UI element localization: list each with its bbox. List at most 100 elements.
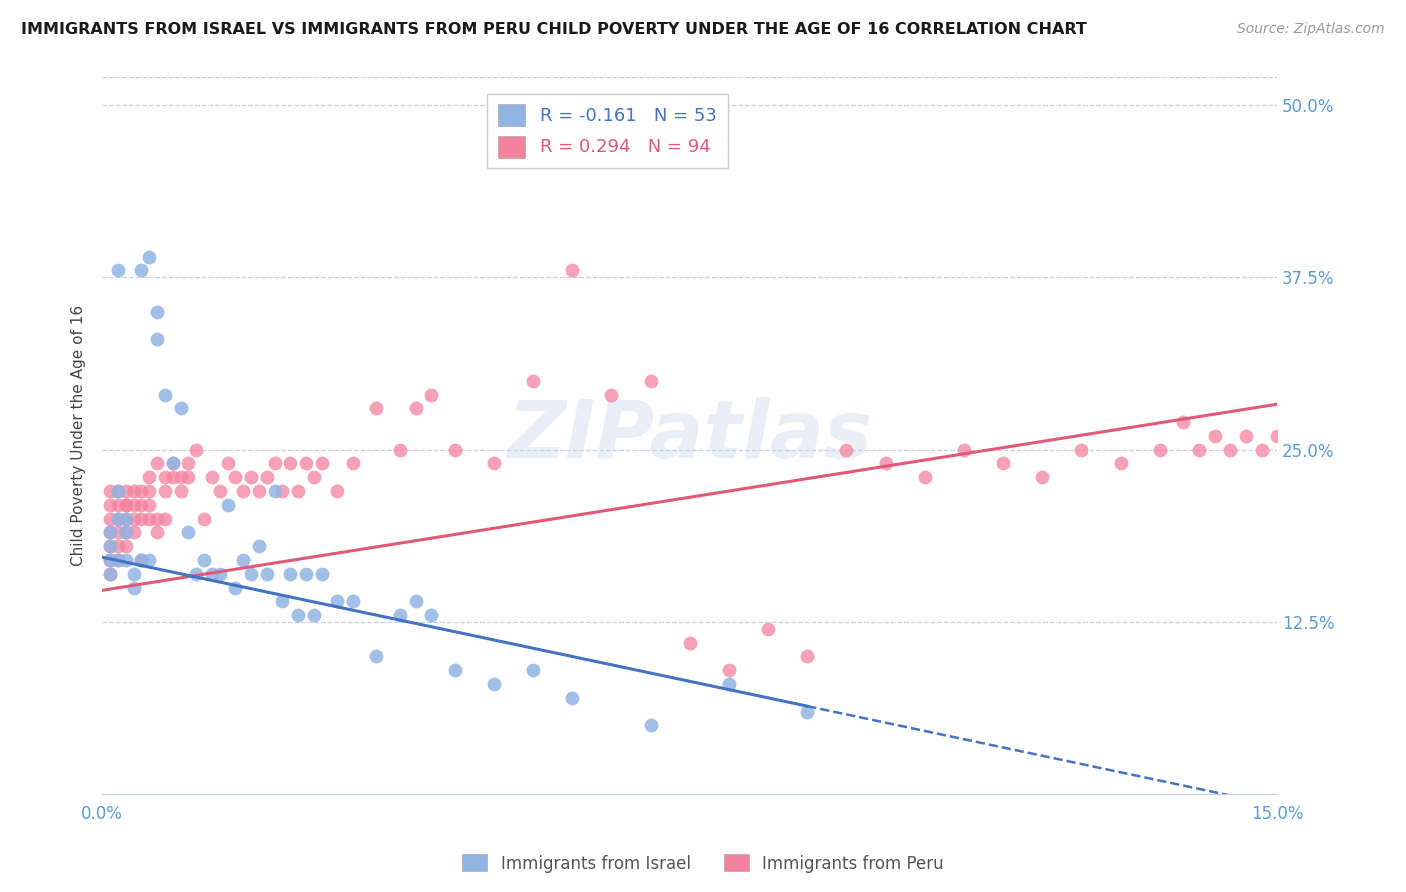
Point <box>98 484 121 499</box>
Point <box>122 511 145 525</box>
Y-axis label: Child Poverty Under the Age of 16: Child Poverty Under the Age of 16 <box>72 305 86 566</box>
Point <box>271 594 294 608</box>
Point <box>679 636 702 650</box>
Point <box>1234 429 1257 443</box>
Point <box>247 539 270 553</box>
Point <box>201 566 224 581</box>
Point <box>263 457 285 471</box>
Point <box>366 649 388 664</box>
Point <box>405 401 427 416</box>
Point <box>640 718 662 732</box>
Point <box>162 457 184 471</box>
Point <box>98 539 121 553</box>
Point <box>138 498 160 512</box>
Point <box>107 484 129 499</box>
Point <box>295 566 318 581</box>
Point <box>131 484 153 499</box>
Point <box>122 581 145 595</box>
Point <box>107 553 129 567</box>
Legend: Immigrants from Israel, Immigrants from Peru: Immigrants from Israel, Immigrants from … <box>456 847 950 880</box>
Point <box>138 484 160 499</box>
Point <box>122 498 145 512</box>
Point <box>522 374 544 388</box>
Point <box>217 498 239 512</box>
Point <box>1250 442 1272 457</box>
Point <box>114 525 136 540</box>
Point <box>1274 415 1296 429</box>
Point <box>131 263 153 277</box>
Point <box>98 511 121 525</box>
Point <box>98 553 121 567</box>
Point <box>114 498 136 512</box>
Point <box>162 457 184 471</box>
Point <box>107 525 129 540</box>
Point <box>107 511 129 525</box>
Point <box>146 457 169 471</box>
Point <box>1070 442 1092 457</box>
Point <box>146 525 169 540</box>
Point <box>114 511 136 525</box>
Point <box>443 663 465 677</box>
Point <box>1031 470 1053 484</box>
Point <box>114 525 136 540</box>
Point <box>561 690 583 705</box>
Point <box>600 387 623 401</box>
Point <box>796 649 818 664</box>
Point <box>256 566 278 581</box>
Point <box>1265 429 1288 443</box>
Point <box>177 470 200 484</box>
Point <box>169 401 191 416</box>
Point <box>311 457 333 471</box>
Point <box>1282 401 1305 416</box>
Point <box>201 470 224 484</box>
Point <box>114 553 136 567</box>
Point <box>146 511 169 525</box>
Point <box>482 677 505 691</box>
Point <box>287 608 309 623</box>
Point <box>107 539 129 553</box>
Point <box>122 525 145 540</box>
Point <box>875 457 897 471</box>
Point <box>98 553 121 567</box>
Point <box>131 511 153 525</box>
Point <box>98 525 121 540</box>
Point <box>914 470 936 484</box>
Point <box>224 470 246 484</box>
Point <box>208 484 231 499</box>
Point <box>1204 429 1226 443</box>
Point <box>302 470 325 484</box>
Point <box>366 401 388 416</box>
Point <box>756 622 779 636</box>
Point <box>107 263 129 277</box>
Point <box>640 374 662 388</box>
Point <box>114 539 136 553</box>
Point <box>342 457 364 471</box>
Point <box>186 442 208 457</box>
Point <box>177 457 200 471</box>
Point <box>796 705 818 719</box>
Point <box>835 442 858 457</box>
Point <box>561 263 583 277</box>
Point <box>326 484 349 499</box>
Point <box>232 553 254 567</box>
Point <box>107 511 129 525</box>
Point <box>138 553 160 567</box>
Point <box>98 566 121 581</box>
Point <box>131 498 153 512</box>
Point <box>287 484 309 499</box>
Point <box>162 470 184 484</box>
Point <box>953 442 976 457</box>
Point <box>991 457 1014 471</box>
Point <box>107 498 129 512</box>
Point <box>114 498 136 512</box>
Point <box>388 608 411 623</box>
Point <box>271 484 294 499</box>
Point <box>122 566 145 581</box>
Point <box>443 442 465 457</box>
Point <box>522 663 544 677</box>
Point <box>146 332 169 346</box>
Point <box>114 484 136 499</box>
Point <box>153 511 176 525</box>
Point <box>138 511 160 525</box>
Point <box>153 387 176 401</box>
